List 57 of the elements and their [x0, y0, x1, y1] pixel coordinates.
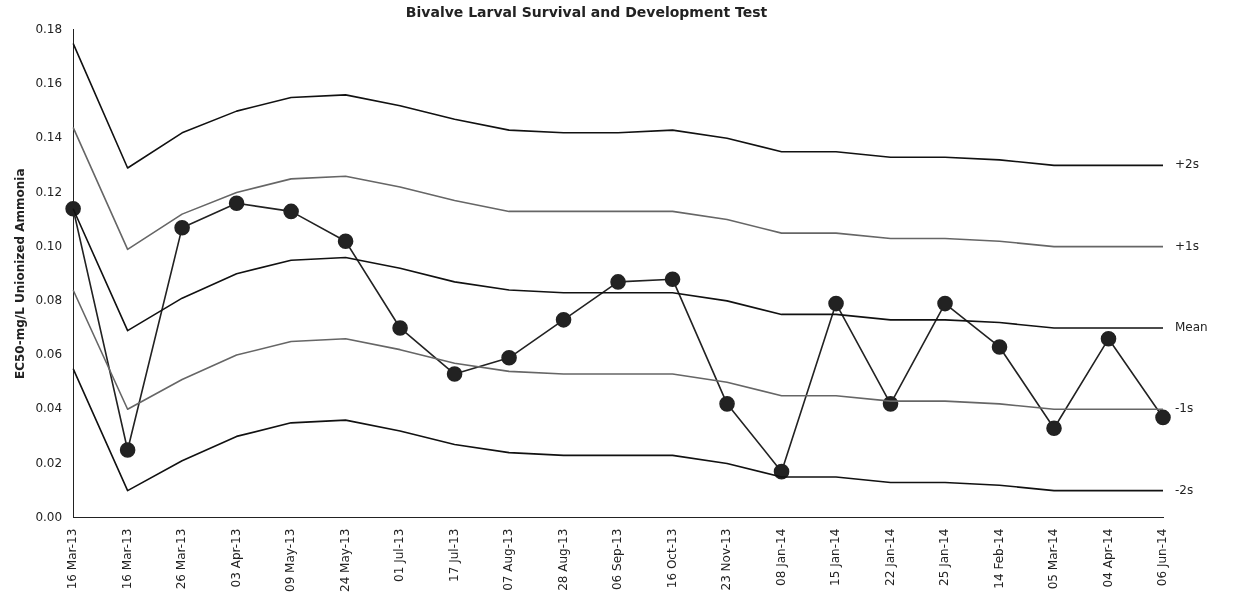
x-tick-label: 03 Apr-13 [228, 528, 243, 588]
y-tick-label: 0.08 [35, 292, 63, 307]
x-tick-label: 04 Apr-14 [1100, 528, 1115, 588]
x-tick-label: 01 Jul-13 [392, 528, 407, 582]
point [1155, 409, 1171, 426]
y-tick-label: 0.04 [35, 401, 63, 416]
chart-title: Bivalve Larval Survival and Development Test [405, 4, 768, 21]
point [1100, 331, 1117, 347]
point [719, 396, 735, 412]
point [664, 271, 681, 287]
point [392, 320, 408, 336]
point [119, 442, 136, 458]
x-tick-label: 16 Mar-13 [119, 528, 134, 590]
point [828, 295, 844, 312]
x-tick-label: 14 Feb-14 [991, 528, 1006, 589]
point [228, 195, 245, 212]
point [1046, 420, 1062, 437]
series-label: +2s [1175, 157, 1199, 172]
point [174, 219, 190, 236]
y-tick-label: 0.16 [35, 76, 63, 91]
y-axis-title: EC50-mg/L Unionized Ammonia [13, 168, 28, 379]
x-tick-label: 07 Aug-13 [501, 528, 516, 591]
point [65, 200, 81, 217]
series-label: +1s [1175, 238, 1199, 253]
x-tick-label: 15 Jan-14 [828, 528, 843, 586]
y-tick-label: 0.00 [35, 509, 63, 524]
x-tick-label: 26 Mar-13 [174, 528, 189, 590]
x-tick-label: 06 Jun-14 [1155, 528, 1170, 587]
point [501, 349, 517, 366]
x-tick-label: 28 Aug-13 [555, 528, 570, 591]
point [991, 339, 1008, 355]
point [446, 366, 463, 382]
series-label: -1s [1175, 401, 1194, 416]
x-tick-label: 16 Oct-13 [664, 528, 679, 589]
y-tick-label: 0.18 [35, 21, 63, 36]
y-tick-label: 0.12 [35, 184, 63, 199]
x-tick-label: 05 Mar-14 [1046, 528, 1061, 590]
y-tick-label: 0.14 [35, 130, 63, 145]
x-tick-label: 23 Nov-13 [719, 528, 734, 591]
x-tick-label: 16 Mar-13 [65, 528, 80, 590]
point [555, 312, 572, 328]
y-tick-label: 0.10 [35, 238, 63, 253]
point [937, 295, 953, 312]
series-label: Mean [1175, 320, 1208, 335]
y-tick-label: 0.06 [35, 347, 63, 362]
series-label: -2s [1175, 482, 1194, 497]
x-tick-label: 06 Sep-13 [610, 528, 625, 591]
x-tick-label: 24 May-13 [337, 528, 352, 592]
x-tick-label: 09 May-13 [283, 528, 298, 592]
y-tick-label: 0.02 [35, 455, 63, 470]
x-tick-label: 08 Jan-14 [773, 528, 788, 586]
x-tick-label: 17 Jul-13 [446, 528, 461, 582]
x-tick-label: 22 Jan-14 [882, 528, 897, 586]
x-tick-label: 25 Jan-14 [937, 528, 952, 586]
point [283, 203, 299, 220]
point [610, 274, 626, 290]
point [337, 233, 354, 250]
